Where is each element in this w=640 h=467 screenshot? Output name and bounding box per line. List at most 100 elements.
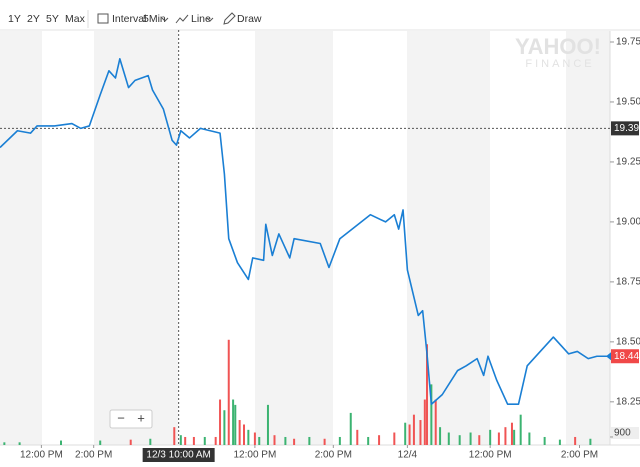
volume-bar (214, 436, 217, 445)
volume-bar (419, 420, 422, 445)
calendar-icon (97, 13, 109, 24)
range-button[interactable]: 2Y (27, 13, 40, 25)
price-line (0, 57, 608, 406)
volume-bar (223, 410, 226, 445)
band (566, 31, 610, 445)
interval-value[interactable]: 5Min (143, 13, 166, 25)
x-tick-label: 2:00 PM (561, 450, 598, 461)
volume-bar (439, 427, 442, 445)
volume-bar (458, 435, 461, 445)
range-button[interactable]: 5Y (46, 13, 59, 25)
volume-bar (273, 435, 276, 445)
volume-bar (423, 399, 426, 445)
volume-bar (184, 436, 187, 445)
volume-bar (434, 399, 437, 445)
volume-bar (489, 429, 492, 445)
volume-bar (356, 429, 359, 445)
volume-bar (227, 339, 230, 445)
volume-bar (513, 429, 516, 445)
volume-bar (266, 404, 269, 445)
volume-bar (349, 412, 352, 445)
volume-bar (253, 432, 256, 445)
volume-bar (558, 439, 561, 445)
volume-bar (149, 438, 152, 445)
volume-bar (367, 436, 370, 445)
zoom-control: − + (109, 409, 153, 429)
crosshair-y-label: 19.39 (614, 123, 639, 134)
volume-bar (528, 432, 531, 445)
interval-label[interactable]: Interval (112, 13, 146, 25)
volume-bar (173, 427, 176, 445)
volume-bar (203, 436, 206, 445)
toolbar: 1Y 2Y 5Y Max Interval 5Min Line Draw (0, 10, 640, 31)
volume-bar (179, 435, 182, 445)
volume-bar (504, 427, 507, 445)
pencil-icon (223, 12, 236, 25)
volume-bar (404, 422, 407, 445)
line-icon (175, 14, 189, 24)
volume-bar (234, 404, 237, 445)
watermark: FINANCE (525, 58, 594, 70)
band (0, 31, 42, 445)
zoom-out[interactable]: − (117, 410, 125, 425)
volume-bar (469, 432, 472, 445)
zoom-box (109, 409, 153, 429)
x-tick-label: 2:00 PM (315, 450, 352, 461)
crosshair-x-label: 12/3 10:00 AM (146, 450, 211, 461)
volume-bar (519, 414, 522, 445)
volume-bar (412, 414, 415, 445)
band (94, 31, 178, 445)
range-button[interactable]: Max (65, 13, 86, 25)
volume-bar (3, 442, 6, 445)
volume-bar (238, 420, 241, 445)
y-tick-label: 18.75 (616, 277, 640, 288)
volume-bar (192, 436, 195, 445)
band (407, 31, 490, 445)
volume-bar (129, 439, 132, 445)
last-price-pointer (606, 352, 611, 361)
caret (206, 17, 214, 22)
volume-tick-box (611, 426, 639, 439)
chart-style[interactable]: Line (191, 13, 211, 25)
volume-bar (589, 438, 592, 445)
volume-bar (247, 429, 250, 445)
volume-bar (393, 432, 396, 445)
watermark: YAHOO! (515, 34, 601, 59)
volume-bar (426, 344, 428, 445)
volume-bar (232, 399, 235, 445)
volume-bar (18, 442, 21, 445)
y-tick-label: 19.75 (616, 37, 640, 48)
draw-button[interactable]: Draw (237, 13, 262, 25)
y-tick-label: 19.00 (616, 217, 640, 228)
y-axis-area (610, 31, 640, 445)
last-price-box (611, 349, 639, 364)
volume-bar (219, 399, 222, 445)
volume-bar (243, 424, 245, 445)
volume-bar (258, 436, 261, 445)
volume-bar (574, 436, 577, 445)
volume-bar (378, 435, 381, 445)
zoom-in[interactable]: + (137, 410, 145, 425)
volume-bar (408, 424, 411, 445)
volume-bar (497, 432, 500, 445)
y-tick-label: 18.25 (616, 396, 640, 407)
x-tick-label: 12/4 (398, 450, 418, 461)
volume-bar (543, 436, 546, 445)
volume-tick-label: 900 (614, 428, 631, 439)
range-button[interactable]: 1Y (8, 13, 21, 25)
volume-bar (99, 440, 102, 445)
crosshair-y-box (611, 121, 639, 136)
volume-bar (60, 440, 62, 445)
x-tick-label: 2:00 PM (75, 450, 112, 461)
volume-bar (478, 435, 481, 445)
caret (161, 17, 169, 22)
last-price-label: 18.44 (614, 351, 639, 362)
volume-bar (308, 436, 311, 445)
x-tick-label: 12:00 PM (233, 450, 276, 461)
y-tick-label: 18.50 (616, 336, 640, 347)
volume-bar (293, 438, 296, 445)
volume-bar (430, 384, 433, 445)
volume-bar (284, 436, 287, 445)
volume-bar (338, 436, 341, 445)
